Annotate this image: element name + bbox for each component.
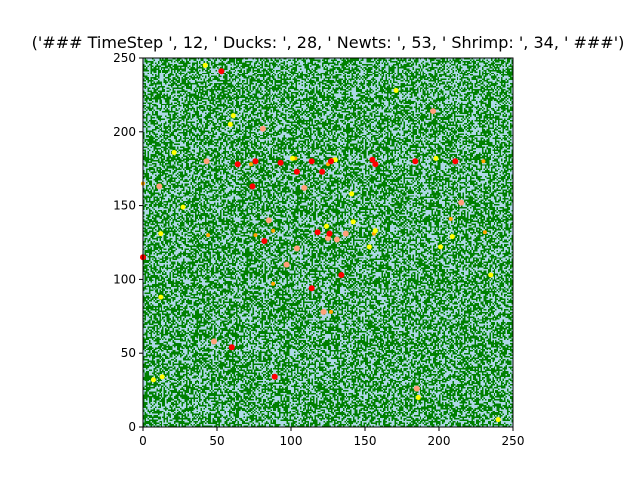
marker-cell — [481, 159, 486, 164]
x-tick-label: 150 — [354, 434, 377, 448]
shrimp-agent — [372, 161, 379, 168]
y-tick-label: 150 — [113, 199, 136, 213]
marker-cell — [482, 230, 487, 235]
shrimp-agent — [452, 158, 459, 165]
y-tick-label: 50 — [121, 346, 136, 360]
duck-agent — [366, 244, 372, 250]
duck-agent — [449, 234, 455, 240]
x-tick-label: 200 — [428, 434, 451, 448]
newt-agent — [342, 230, 349, 237]
shrimp-agent — [252, 158, 259, 165]
newt-agent — [293, 245, 300, 252]
newt-agent — [265, 217, 272, 224]
duck-agent — [290, 155, 295, 161]
shrimp-agent — [234, 161, 241, 168]
duck-agent — [488, 272, 494, 278]
newt-agent — [156, 183, 163, 190]
newt-agent — [458, 199, 465, 206]
x-tick-label: 0 — [139, 434, 147, 448]
shrimp-agent — [293, 168, 300, 175]
marker-cell — [206, 233, 211, 238]
newt-agent — [203, 158, 210, 165]
shrimp-agent — [338, 272, 345, 278]
duck-agent — [349, 191, 355, 197]
newt-agent — [430, 108, 437, 115]
x-tick-label: 250 — [502, 434, 525, 448]
newt-agent — [211, 338, 217, 345]
shrimp-agent — [308, 158, 315, 165]
habitat-grid — [143, 58, 513, 427]
plot-frame — [142, 57, 514, 428]
shrimp-agent — [314, 229, 321, 236]
marker-cell — [249, 162, 253, 167]
y-tick-label: 0 — [128, 420, 136, 434]
duck-agent — [227, 121, 233, 127]
duck-agent — [433, 155, 439, 161]
newt-agent — [283, 261, 290, 268]
x-tick-label: 100 — [280, 434, 303, 448]
shrimp-agent — [326, 230, 333, 237]
y-tick-label: 250 — [113, 51, 136, 65]
duck-agent — [324, 223, 329, 229]
duck-agent — [158, 294, 164, 300]
duck-agent — [171, 150, 177, 155]
shrimp-agent — [218, 68, 225, 75]
shrimp-agent — [412, 158, 419, 165]
agent-layer — [140, 62, 501, 423]
shrimp-agent — [261, 238, 268, 244]
duck-agent — [180, 204, 186, 210]
duck-agent — [202, 62, 208, 68]
marker-cell — [329, 309, 333, 314]
duck-agent — [159, 374, 165, 380]
newt-agent — [413, 385, 420, 392]
duck-agent — [438, 244, 443, 250]
newt-agent — [333, 236, 340, 243]
newt-agent — [301, 184, 308, 191]
marker-cell — [271, 281, 276, 286]
duck-agent — [393, 88, 399, 93]
shrimp-agent — [328, 158, 334, 165]
duck-agent — [350, 219, 356, 225]
marker-cell — [253, 233, 258, 238]
duck-agent — [495, 417, 501, 423]
marker-cell — [448, 216, 453, 221]
axes: 0 50 100 150 200 250 0 50 100 150 200 250 — [113, 51, 524, 448]
shrimp-agent — [308, 285, 315, 292]
duck-agent — [158, 231, 164, 237]
shrimp-agent — [249, 183, 256, 190]
shrimp-agent — [319, 168, 326, 175]
x-tick-label: 50 — [209, 434, 224, 448]
chart-title: ('### TimeStep ', 12, ' Ducks: ', 28, ' … — [31, 33, 625, 52]
y-tick-label: 200 — [113, 125, 136, 139]
newt-agent — [259, 125, 266, 132]
shrimp-agent — [277, 159, 284, 166]
duck-agent — [150, 377, 156, 383]
shrimp-agent — [271, 373, 278, 380]
duck-agent — [332, 157, 338, 163]
shrimp-agent — [228, 344, 235, 351]
duck-agent — [415, 395, 421, 400]
shrimp-agent — [369, 156, 376, 163]
marker-cell — [271, 228, 276, 233]
duck-agent — [230, 113, 236, 119]
duck-agent — [372, 228, 378, 234]
y-tick-label: 100 — [113, 272, 136, 286]
newt-agent — [320, 308, 327, 315]
